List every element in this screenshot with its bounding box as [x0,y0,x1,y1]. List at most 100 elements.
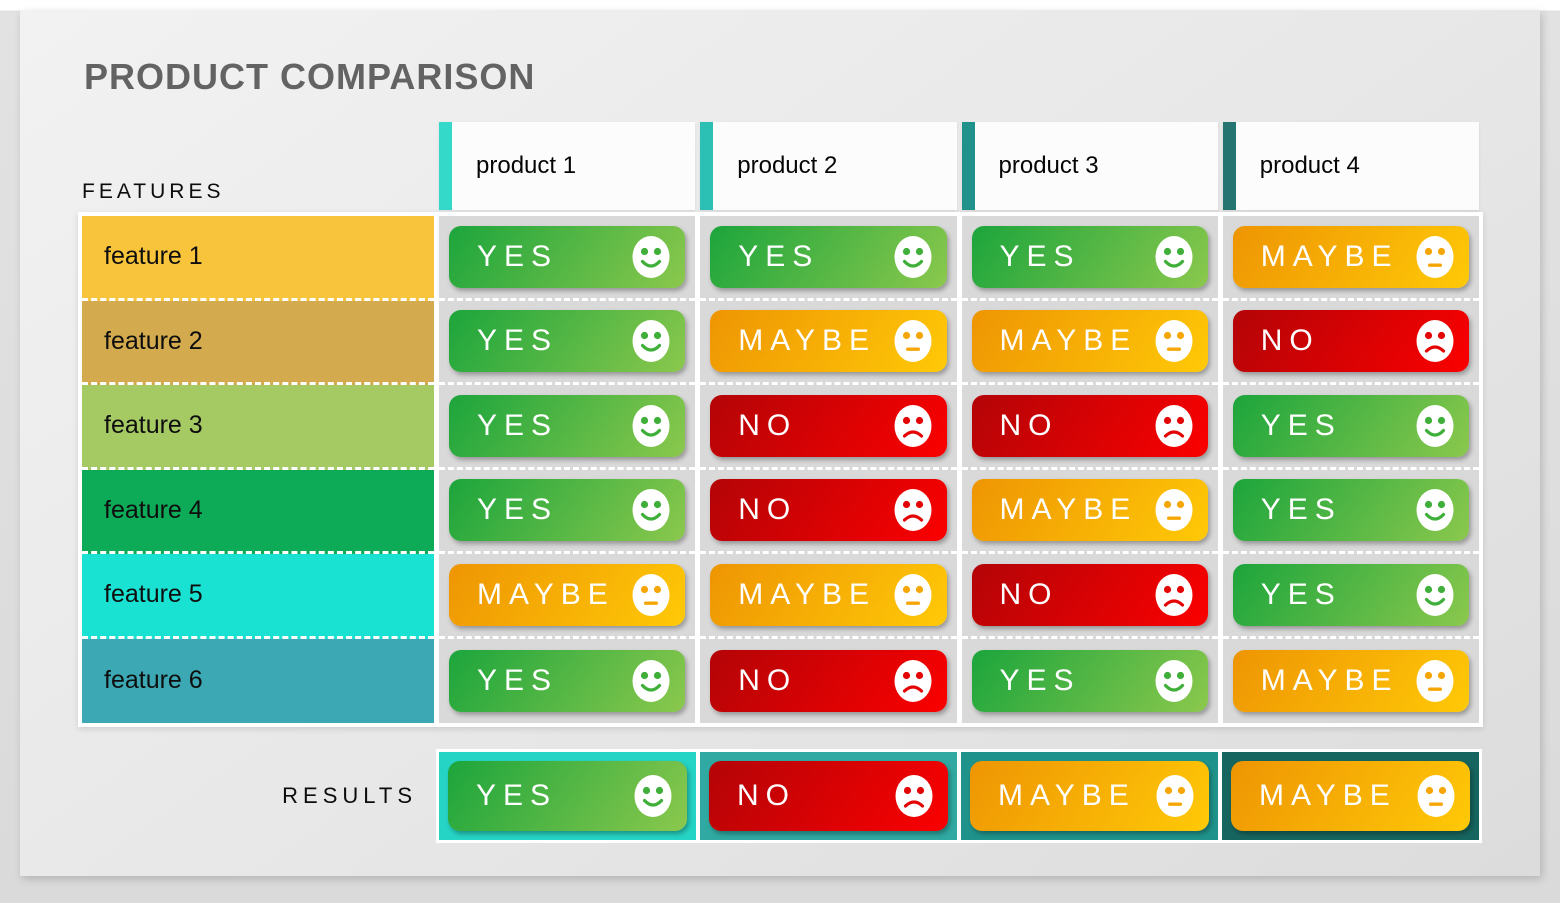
smiley-face-icon [1155,235,1193,278]
smiley-face-icon [1155,659,1193,702]
feature-name: feature 5 [104,580,203,609]
badge-label: YES [476,779,558,812]
value-badge: MAYBE [971,479,1208,542]
feature-cell: feature 4 [82,469,434,554]
product-header-row: product 1 product 2 product 3 product 4 [439,122,1479,210]
badge-label: YES [477,239,559,273]
neutral-face-icon [1416,659,1454,702]
sad-face-icon [894,659,931,702]
value-badge: NO [971,394,1208,457]
badge-label: NO [738,493,798,527]
value-cell: MAYBE [1222,216,1479,301]
value-badge: NO [710,394,947,457]
result-badge: NO [709,761,948,831]
value-badge: NO [1232,310,1469,373]
product-header: product 2 [700,122,957,210]
result-cell: MAYBE [1222,752,1479,840]
value-cell: YES [961,638,1218,723]
header-accent-bar [961,122,975,210]
value-badge: YES [1232,479,1469,542]
product-name: product 1 [476,152,577,179]
value-cell: MAYBE [1222,638,1479,723]
value-badge: MAYBE [1232,225,1469,288]
value-badge: NO [971,563,1208,626]
smiley-face-icon [1416,404,1454,447]
value-badge: YES [449,479,686,542]
badge-label: MAYBE [1260,239,1399,273]
value-badge: MAYBE [710,310,947,373]
badge-label: MAYBE [1260,663,1399,697]
feature-cell: feature 2 [82,300,434,385]
value-badge: YES [449,310,686,373]
feature-cell: feature 1 [82,216,434,301]
value-cell: YES [1222,469,1479,554]
badge-label: NO [738,663,798,697]
product-name: product 3 [998,152,1099,179]
value-cell: MAYBE [961,300,1218,385]
badge-label: YES [999,663,1081,697]
features-column-label: FEATURES [82,180,225,203]
value-cell: NO [961,385,1218,470]
results-row: YES NO MAYBE MAYBE [439,752,1479,840]
product-header: product 1 [439,122,696,210]
comparison-grid: feature 1 YES YES YES MAYBE feature 2 YE… [78,212,1483,727]
value-cell: YES [439,385,696,470]
value-badge: YES [449,649,686,712]
sad-face-icon [1155,573,1193,616]
value-badge: YES [1232,394,1469,457]
feature-name: feature 2 [104,326,203,355]
value-badge: MAYBE [1232,649,1469,712]
value-cell: MAYBE [700,554,957,639]
value-badge: YES [449,225,686,288]
smiley-face-icon [634,775,672,817]
result-cell: MAYBE [961,752,1218,840]
badge-label: NO [738,408,798,442]
value-badge: NO [710,649,947,712]
product-header: product 3 [961,122,1218,210]
badge-label: MAYBE [999,324,1138,358]
feature-name: feature 4 [104,495,203,524]
value-cell: YES [439,300,696,385]
badge-label: NO [999,577,1059,611]
feature-cell: feature 3 [82,385,434,470]
value-badge: NO [710,479,947,542]
neutral-face-icon [894,320,931,363]
value-badge: YES [449,394,686,457]
sad-face-icon [894,404,931,447]
badge-label: YES [999,239,1081,273]
neutral-face-icon [632,573,670,616]
badge-label: MAYBE [738,577,877,611]
header-accent-bar [439,122,452,210]
badge-label: NO [999,408,1059,442]
neutral-face-icon [1155,320,1193,363]
value-badge: MAYBE [449,563,686,626]
sad-face-icon [1155,404,1193,447]
product-name: product 4 [1259,152,1360,179]
smiley-face-icon [632,489,670,532]
value-cell: YES [961,216,1218,301]
header-accent-bar [700,122,714,210]
badge-label: YES [1260,493,1342,527]
feature-name: feature 3 [104,411,203,440]
value-badge: MAYBE [971,310,1208,373]
result-cell: NO [700,752,957,840]
badge-label: MAYBE [999,493,1138,527]
neutral-face-icon [1156,775,1194,817]
sad-face-icon [1416,320,1454,363]
feature-cell: feature 6 [82,638,434,723]
badge-label: YES [738,239,820,273]
feature-cell: feature 5 [82,554,434,639]
smiley-face-icon [632,659,670,702]
badge-label: YES [1260,408,1342,442]
value-cell: NO [961,554,1218,639]
page-title: PRODUCT COMPARISON [84,56,536,97]
neutral-face-icon [1417,775,1455,817]
result-badge: MAYBE [970,761,1209,831]
feature-name: feature 1 [104,242,203,271]
badge-label: YES [477,493,559,527]
smiley-face-icon [632,404,670,447]
result-cell: YES [439,752,696,840]
badge-label: YES [477,324,559,358]
neutral-face-icon [894,573,931,616]
badge-label: YES [1260,577,1342,611]
